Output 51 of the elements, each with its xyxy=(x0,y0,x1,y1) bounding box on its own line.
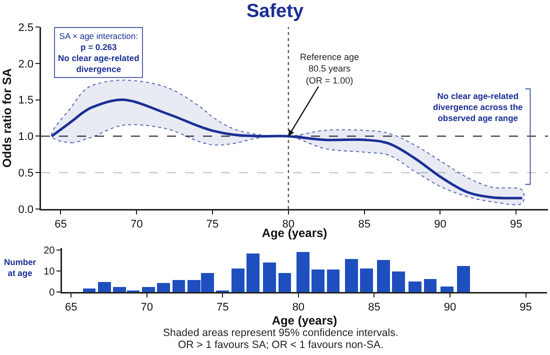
x-tick-label: 95 xyxy=(510,218,522,230)
bar xyxy=(157,283,170,292)
bar xyxy=(440,286,454,292)
bar xyxy=(278,273,292,292)
y-tick-label: 2.5 xyxy=(18,22,34,34)
x-tick-label: 75 xyxy=(216,302,229,314)
x-tick-label: 70 xyxy=(140,302,153,314)
bar xyxy=(392,271,405,292)
bar xyxy=(231,268,244,292)
bar xyxy=(326,269,340,292)
bar xyxy=(345,259,358,292)
x-tick-label: 90 xyxy=(444,302,456,314)
bar xyxy=(457,266,470,292)
y-tick-label: 1.5 xyxy=(18,94,34,107)
bar xyxy=(263,262,276,292)
bar xyxy=(296,252,310,292)
x-axis-title: Age (years) xyxy=(272,314,338,328)
x-tick-label: 70 xyxy=(130,218,143,230)
x-tick-label: 65 xyxy=(64,302,78,314)
y-tick-label: 0.5 xyxy=(18,167,34,180)
x-tick-label: 80 xyxy=(292,302,305,314)
annotation: SA × age interaction: p = 0.263 No clear age-related divergence xyxy=(58,31,140,74)
y-tick-label: 20 xyxy=(44,246,56,257)
bar xyxy=(142,286,155,292)
y-tick-label: 0.0 xyxy=(18,204,34,216)
bar xyxy=(408,282,422,292)
x-tick-label: 90 xyxy=(434,218,446,230)
bar xyxy=(376,260,390,292)
chart-title: Safety xyxy=(246,0,304,22)
x-tick-label: 75 xyxy=(206,218,219,230)
text: Shaded areas represent 95% confidence intervals. xyxy=(163,327,398,339)
y-axis-title: Number at age xyxy=(4,257,37,278)
x-tick-label: 85 xyxy=(358,218,370,230)
bar xyxy=(360,268,374,292)
bar xyxy=(424,278,437,292)
bar xyxy=(312,269,325,292)
y-tick-label: 0 xyxy=(49,288,56,298)
bar xyxy=(82,288,96,292)
y-tick-label: 2.0 xyxy=(18,58,34,70)
x-tick-label: 65 xyxy=(54,218,67,230)
text: OR > 1 favours SA; OR < 1 favours non-SA. xyxy=(178,339,384,351)
y-axis-title: Odds ratio for SA xyxy=(0,68,14,168)
bar xyxy=(98,282,111,292)
y-tick-label: 10 xyxy=(44,266,56,278)
bar xyxy=(246,254,260,292)
annotation: Reference age 80.5 years (OR = 1.00) xyxy=(300,52,360,86)
y-tick-label: 1.0 xyxy=(18,131,34,144)
bar xyxy=(172,280,186,292)
x-tick-label: 85 xyxy=(368,302,380,314)
annotation: No clear age-related divergence across the observed age range xyxy=(433,91,524,124)
x-tick-label: 95 xyxy=(520,302,532,314)
